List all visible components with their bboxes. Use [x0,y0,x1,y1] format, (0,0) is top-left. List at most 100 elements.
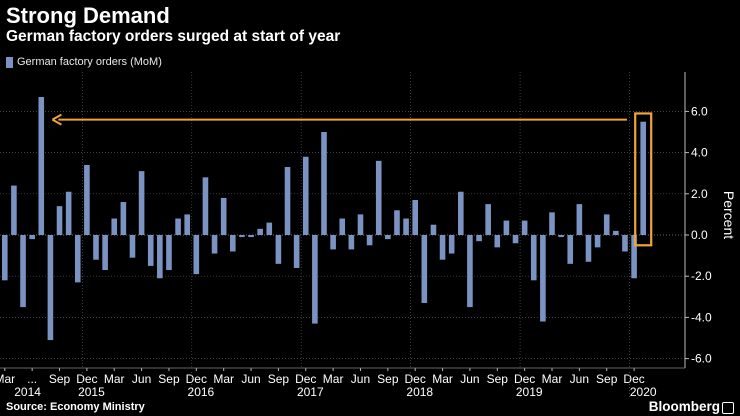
y-tick-label: -4.0 [691,310,712,324]
y-tick-label: 0.0 [691,228,708,242]
bar [375,160,382,235]
bar [129,235,136,258]
x-tick-label: ... [27,372,37,386]
bar [613,230,619,235]
bar [220,197,227,235]
bar [65,191,72,235]
bar [640,121,646,235]
highlight-box [634,112,653,247]
chart-title: Strong Demand [6,3,170,28]
bar [257,228,263,235]
bar [120,202,127,235]
x-tick-label: Jun [460,372,479,386]
x-year-label: 2015 [78,385,105,399]
x-year-label: 2017 [297,385,324,399]
x-tick-label: Mar [104,372,125,386]
x-tick-label: Sep [377,372,399,386]
bar [84,164,90,235]
x-year-label: 2014 [14,385,41,399]
bar [2,235,8,281]
x-tick-label: Dec [186,372,207,386]
bar [512,235,519,244]
chart-subtitle: German factory orders surged at start of… [6,28,341,45]
bar [430,224,437,235]
bar [339,218,346,235]
bar [230,235,236,252]
x-year-label: 2020 [630,385,657,399]
bar [631,235,637,279]
bar [275,235,282,264]
bar [266,222,273,235]
x-tick-label: Sep [596,372,618,386]
bar [47,235,54,341]
bar [293,235,300,268]
x-year-label: 2016 [188,385,215,399]
bar [348,235,355,250]
x-tick-label: Jun [351,372,370,386]
chart-legend: German factory orders (MoM) [6,56,162,68]
bar [321,132,327,235]
source-note: Source: Economy Ministry [6,401,145,413]
y-tick-label: 6.0 [691,104,708,118]
bar [20,235,26,308]
bar [622,235,628,252]
x-tick-label: Sep [268,372,290,386]
bar [184,214,190,235]
bar [284,167,291,235]
bar [439,235,446,260]
x-tick-label: Mar [0,372,15,386]
bar [111,218,118,235]
bar [567,235,574,264]
bar [412,199,418,235]
bar [175,218,181,235]
bar [448,235,455,254]
bar [558,235,564,238]
y-tick-label: -2.0 [691,269,712,283]
bar [540,235,546,322]
bar [503,220,510,235]
bar [403,218,409,235]
bar [38,96,45,235]
x-tick-label: Dec [405,372,426,386]
bar [74,235,81,283]
x-tick-label: Sep [158,372,180,386]
annotation-arrow-head [51,113,62,126]
bar [585,235,592,262]
bar [157,235,163,279]
bar [594,235,601,248]
x-tick-label: Dec [623,372,644,386]
bar [11,185,17,235]
x-tick-label: Dec [76,372,97,386]
bar [458,191,464,235]
bar [29,235,35,240]
y-tick-label: 4.0 [691,146,708,160]
bar [102,235,108,271]
x-tick-label: Sep [49,372,71,386]
bar [166,235,172,271]
bar [248,235,254,238]
bar [421,235,428,303]
bar [138,171,145,235]
x-tick-label: Sep [487,372,509,386]
y-tick-label: 2.0 [691,187,708,201]
bar [302,156,309,235]
bar [494,235,501,248]
bar [93,235,99,260]
x-year-label: 2018 [406,385,433,399]
bar [312,235,318,324]
x-tick-label: Mar [432,372,453,386]
legend-swatch [6,56,13,68]
bar [202,177,209,235]
y-tick-label: -6.0 [691,352,712,366]
bar [330,235,336,250]
bar [576,204,583,235]
x-tick-label: Jun [570,372,589,386]
bar [603,214,610,235]
bloomberg-logo: Bloomberg [648,399,720,414]
bar [357,214,364,235]
bar [476,235,482,242]
x-tick-label: Mar [213,372,234,386]
bar [193,235,200,275]
bar [549,212,555,235]
